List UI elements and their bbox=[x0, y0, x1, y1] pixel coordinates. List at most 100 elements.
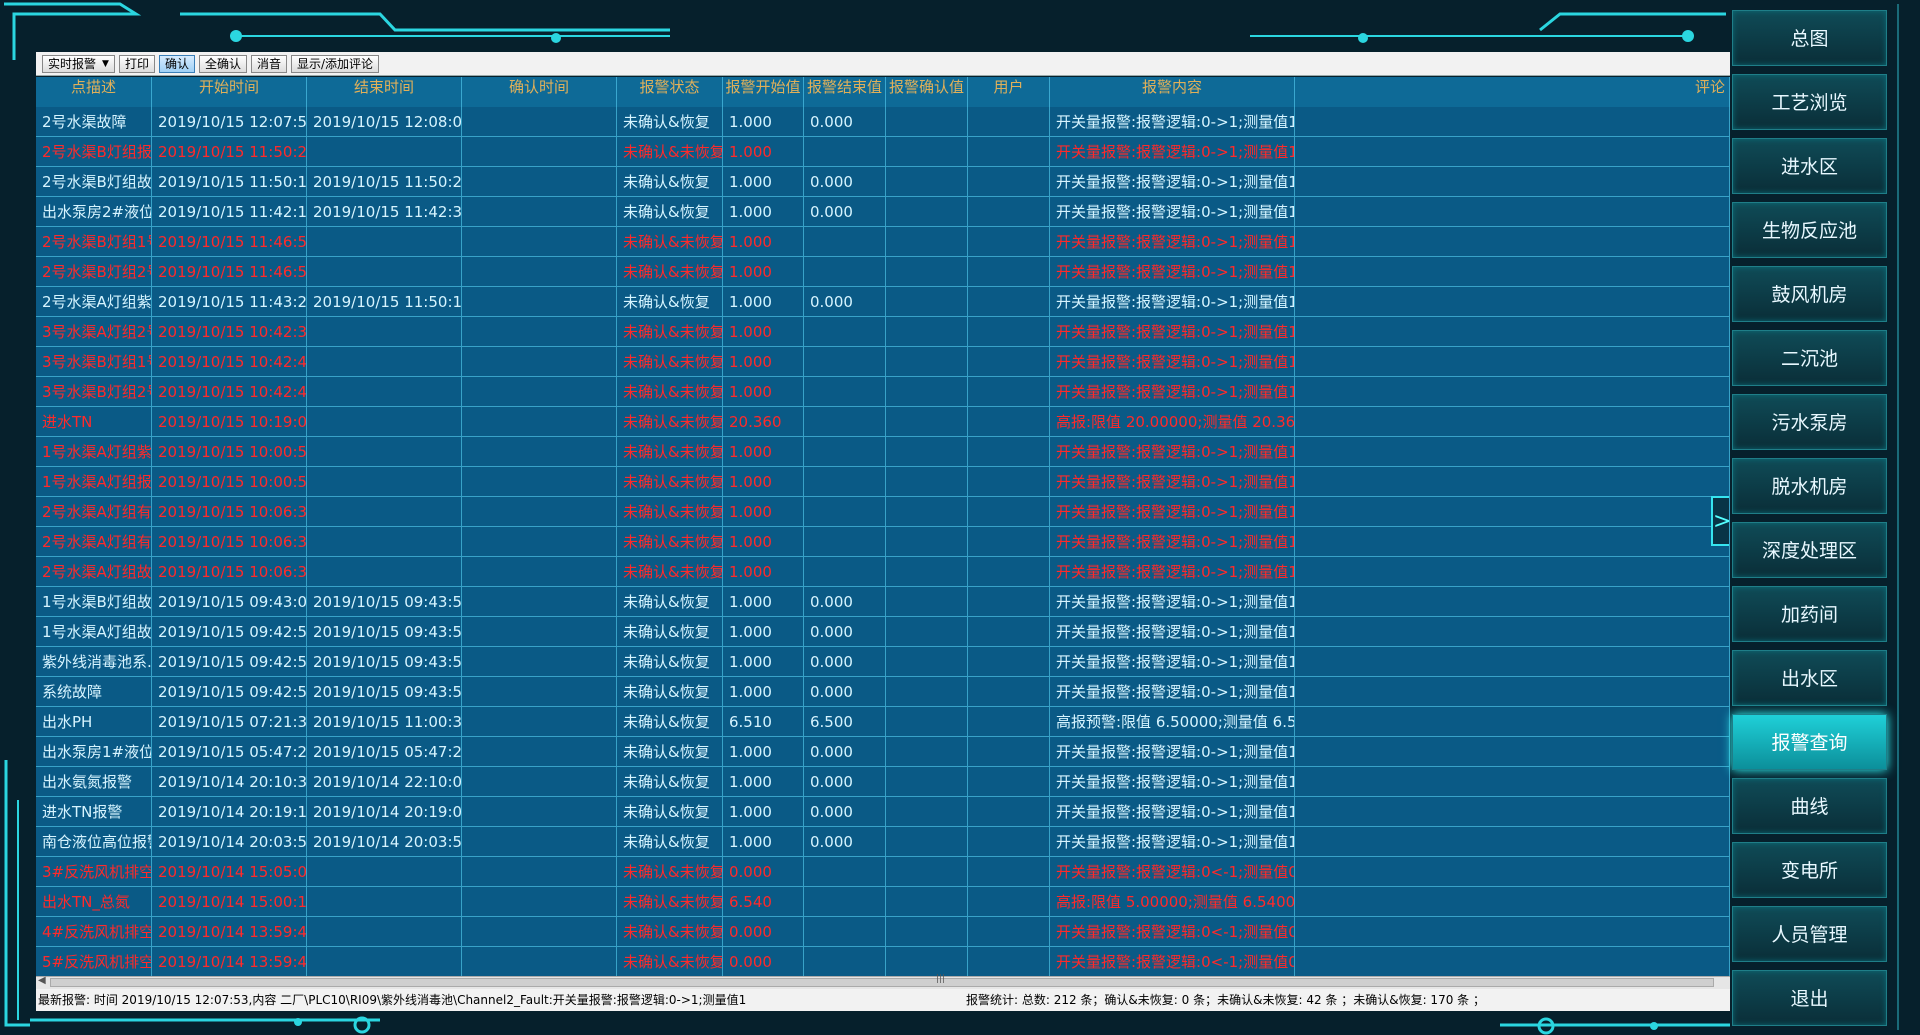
table-row[interactable]: 进水TN 2019/10/15 10:19:06 未确认&未恢复 20.360 高报:限… bbox=[36, 407, 1730, 437]
column-header-user[interactable]: 用户 bbox=[968, 77, 1050, 107]
alarm-mode-select[interactable]: 实时报警 ▼ bbox=[42, 54, 115, 73]
cell-user bbox=[968, 857, 1050, 887]
cell-alarm-confirm-value bbox=[886, 527, 968, 557]
cell-start-time: 2019/10/15 11:42:19 bbox=[152, 197, 307, 227]
column-header-confirm-time[interactable]: 确认时间 bbox=[462, 77, 617, 107]
table-row[interactable]: 3号水渠B灯组2号...2019/10/15 10:42:46 未确认&未恢复1.… bbox=[36, 377, 1730, 407]
table-row[interactable]: 3号水渠A灯组2号...2019/10/15 10:42:35 未确认&未恢复1.… bbox=[36, 317, 1730, 347]
nav-button-inlet-area[interactable]: 进水区 bbox=[1732, 138, 1887, 194]
nav-button-dosing-room[interactable]: 加药间 bbox=[1732, 586, 1887, 642]
nav-button-process-browse[interactable]: 工艺浏览 bbox=[1732, 74, 1887, 130]
scrollbar-thumb[interactable] bbox=[50, 978, 1714, 987]
table-row[interactable]: 出水TN_总氮 2019/10/14 15:00:15 未确认&未恢复 6.540 高报… bbox=[36, 887, 1730, 917]
cell-point-description: 3号水渠A灯组2号... bbox=[36, 317, 152, 347]
table-row[interactable]: 2号水渠A灯组有...2019/10/15 10:06:39 未确认&未恢复1.0… bbox=[36, 527, 1730, 557]
cell-alarm-state: 未确认&恢复 bbox=[617, 167, 723, 197]
cell-user bbox=[968, 797, 1050, 827]
table-row[interactable]: 3#反洗风机排空...2019/10/14 15:05:04 未确认&未恢复0.0… bbox=[36, 857, 1730, 887]
nav-button-dewatering-room[interactable]: 脱水机房 bbox=[1732, 458, 1887, 514]
column-header-alarm-end-value[interactable]: 报警结束值 bbox=[804, 77, 886, 107]
cell-confirm-time bbox=[462, 287, 617, 317]
nav-button-trend-curve[interactable]: 曲线 bbox=[1732, 778, 1887, 834]
cell-alarm-state: 未确认&未恢复 bbox=[617, 887, 723, 917]
cell-alarm-content: 开关量报警:报警逻辑:0->1;测量值1 bbox=[1050, 827, 1295, 857]
print-button[interactable]: 打印 bbox=[118, 54, 155, 73]
table-row[interactable]: 2号水渠A灯组紫...2019/10/15 11:43:202019/10/15… bbox=[36, 287, 1730, 317]
cell-confirm-time bbox=[462, 737, 617, 767]
mute-button[interactable]: 消音 bbox=[250, 54, 287, 73]
nav-button-exit[interactable]: 退出 bbox=[1732, 970, 1887, 1026]
scroll-left-icon[interactable]: ◀ bbox=[38, 975, 46, 986]
nav-button-alarm-query[interactable]: 报警查询 bbox=[1732, 714, 1887, 770]
column-header-alarm-content[interactable]: 报警内容 bbox=[1050, 77, 1295, 107]
cell-alarm-start-value: 0.000 bbox=[723, 917, 804, 947]
cell-alarm-state: 未确认&恢复 bbox=[617, 707, 723, 737]
cell-comment bbox=[1295, 737, 1730, 767]
table-row[interactable]: 2号水渠B灯组报警2019/10/15 11:50:24 未确认&未恢复1.000… bbox=[36, 137, 1730, 167]
cell-user bbox=[968, 137, 1050, 167]
table-row[interactable]: 1号水渠A灯组报警2019/10/15 10:00:55 未确认&未恢复1.000… bbox=[36, 467, 1730, 497]
table-row[interactable]: 4#反洗风机排空...2019/10/14 13:59:47 未确认&未恢复0.0… bbox=[36, 917, 1730, 947]
confirm-all-button[interactable]: 全确认 bbox=[198, 54, 247, 73]
cell-comment bbox=[1295, 227, 1730, 257]
cell-confirm-time bbox=[462, 467, 617, 497]
cell-alarm-content: 开关量报警:报警逻辑:0->1;测量值1 bbox=[1050, 797, 1295, 827]
table-row[interactable]: 2号水渠故障 2019/10/15 12:07:53 2019/10/15 12:0… bbox=[36, 107, 1730, 137]
column-header-start-time[interactable]: 开始时间 bbox=[152, 77, 307, 107]
table-row[interactable]: 2号水渠A灯组故障2019/10/15 10:06:39 未确认&未恢复1.000… bbox=[36, 557, 1730, 587]
table-header: 点描述 开始时间 结束时间 确认时间 报警状态 报警开始值 报警结束值 报警确认值 用户 报警内容… bbox=[36, 77, 1730, 107]
status-bar: 最新报警: 时间 2019/10/15 12:07:53,内容 二厂\PLC10… bbox=[36, 989, 1730, 1011]
column-header-comment[interactable]: 评论 bbox=[1295, 77, 1730, 107]
table-row[interactable]: 南仓液位高位报警 2019/10/14 20:03:55 2019/10/14 20… bbox=[36, 827, 1730, 857]
table-row[interactable]: 2号水渠A灯组有...2019/10/15 10:06:39 未确认&未恢复1.0… bbox=[36, 497, 1730, 527]
table-row[interactable]: 5#反洗风机排空...2019/10/14 13:59:47 未确认&未恢复0.0… bbox=[36, 947, 1730, 977]
table-row[interactable]: 出水氨氮报警 2019/10/14 20:10:32 2019/10/14 22:1… bbox=[36, 767, 1730, 797]
column-header-point-description[interactable]: 点描述 bbox=[36, 77, 152, 107]
cell-alarm-start-value: 6.540 bbox=[723, 887, 804, 917]
cell-alarm-confirm-value bbox=[886, 257, 968, 287]
table-row[interactable]: 进水TN报警 2019/10/14 20:19:10 2019/10/14 20:1… bbox=[36, 797, 1730, 827]
nav-button-sewage-pump-room[interactable]: 污水泵房 bbox=[1732, 394, 1887, 450]
table-row[interactable]: 系统故障 2019/10/15 09:42:58 2019/10/15 09:43:… bbox=[36, 677, 1730, 707]
horizontal-scrollbar[interactable]: ◀ ||| bbox=[36, 974, 1730, 989]
table-row[interactable]: 出水PH 2019/10/15 07:21:35 2019/10/15 11:00:… bbox=[36, 707, 1730, 737]
nav-button-overview[interactable]: 总图 bbox=[1732, 10, 1887, 66]
cell-alarm-start-value: 1.000 bbox=[723, 647, 804, 677]
cell-alarm-confirm-value bbox=[886, 467, 968, 497]
nav-button-secondary-clarifier[interactable]: 二沉池 bbox=[1732, 330, 1887, 386]
cell-comment bbox=[1295, 257, 1730, 287]
column-header-end-time[interactable]: 结束时间 bbox=[307, 77, 462, 107]
cell-alarm-content: 开关量报警:报警逻辑:0->1;测量值1 bbox=[1050, 557, 1295, 587]
cell-end-time bbox=[307, 347, 462, 377]
column-header-alarm-state[interactable]: 报警状态 bbox=[617, 77, 723, 107]
column-header-alarm-confirm-value[interactable]: 报警确认值 bbox=[886, 77, 968, 107]
nav-button-blower-room[interactable]: 鼓风机房 bbox=[1732, 266, 1887, 322]
cell-end-time bbox=[307, 887, 462, 917]
nav-button-substation[interactable]: 变电所 bbox=[1732, 842, 1887, 898]
cell-alarm-confirm-value bbox=[886, 677, 968, 707]
cell-start-time: 2019/10/14 20:19:10 bbox=[152, 797, 307, 827]
nav-button-bioreactor[interactable]: 生物反应池 bbox=[1732, 202, 1887, 258]
confirm-button[interactable]: 确认 bbox=[158, 54, 195, 73]
cell-alarm-end-value bbox=[804, 887, 886, 917]
cell-comment bbox=[1295, 917, 1730, 947]
cell-alarm-start-value: 1.000 bbox=[723, 797, 804, 827]
chevron-right-icon[interactable]: > bbox=[1711, 496, 1731, 546]
nav-button-advanced-treatment[interactable]: 深度处理区 bbox=[1732, 522, 1887, 578]
table-row[interactable]: 2号水渠B灯组1号...2019/10/15 11:46:53 未确认&未恢复1.… bbox=[36, 227, 1730, 257]
column-header-alarm-start-value[interactable]: 报警开始值 bbox=[723, 77, 804, 107]
table-row[interactable]: 2号水渠B灯组2号...2019/10/15 11:46:53 未确认&未恢复1.… bbox=[36, 257, 1730, 287]
table-row[interactable]: 1号水渠A灯组紫...2019/10/15 10:00:55 未确认&未恢复1.0… bbox=[36, 437, 1730, 467]
nav-button-outlet-area[interactable]: 出水区 bbox=[1732, 650, 1887, 706]
table-row[interactable]: 出水泵房2#液位...2019/10/15 11:42:192019/10/15… bbox=[36, 197, 1730, 227]
cell-confirm-time bbox=[462, 707, 617, 737]
cell-point-description: 进水TN报警 bbox=[36, 797, 152, 827]
nav-button-personnel-management[interactable]: 人员管理 bbox=[1732, 906, 1887, 962]
table-row[interactable]: 出水泵房1#液位...2019/10/15 05:47:262019/10/15… bbox=[36, 737, 1730, 767]
show-add-comment-button[interactable]: 显示/添加评论 bbox=[291, 54, 380, 73]
table-row[interactable]: 3号水渠B灯组1号...2019/10/15 10:42:46 未确认&未恢复1.… bbox=[36, 347, 1730, 377]
table-row[interactable]: 紫外线消毒池系... 2019/10/15 09:42:58 2019/10/15 … bbox=[36, 647, 1730, 677]
